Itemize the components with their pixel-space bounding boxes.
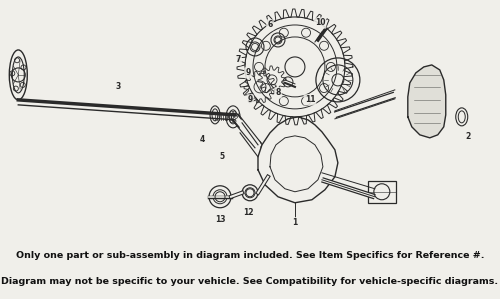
Text: 13: 13 [215,215,226,224]
Text: 7: 7 [236,55,240,64]
Text: 11: 11 [304,95,315,104]
Text: 9: 9 [248,95,252,104]
Text: 12: 12 [243,208,254,217]
Text: 4: 4 [200,135,204,144]
Polygon shape [408,65,446,138]
Text: Only one part or sub-assembly in diagram included. See Item Specifics for Refere: Only one part or sub-assembly in diagram… [16,251,484,260]
Text: 6: 6 [268,20,272,30]
Text: Diagram may not be specific to your vehicle. See Compatibility for vehicle-speci: Diagram may not be specific to your vehi… [2,277,498,286]
Text: 3: 3 [116,83,121,91]
Text: 2: 2 [465,132,470,141]
Polygon shape [240,120,260,162]
Text: 8: 8 [276,89,280,97]
FancyBboxPatch shape [368,181,396,203]
Text: 9: 9 [246,68,250,77]
Text: 5: 5 [220,152,224,161]
Text: 10: 10 [314,19,325,28]
Text: 1: 1 [292,218,298,227]
